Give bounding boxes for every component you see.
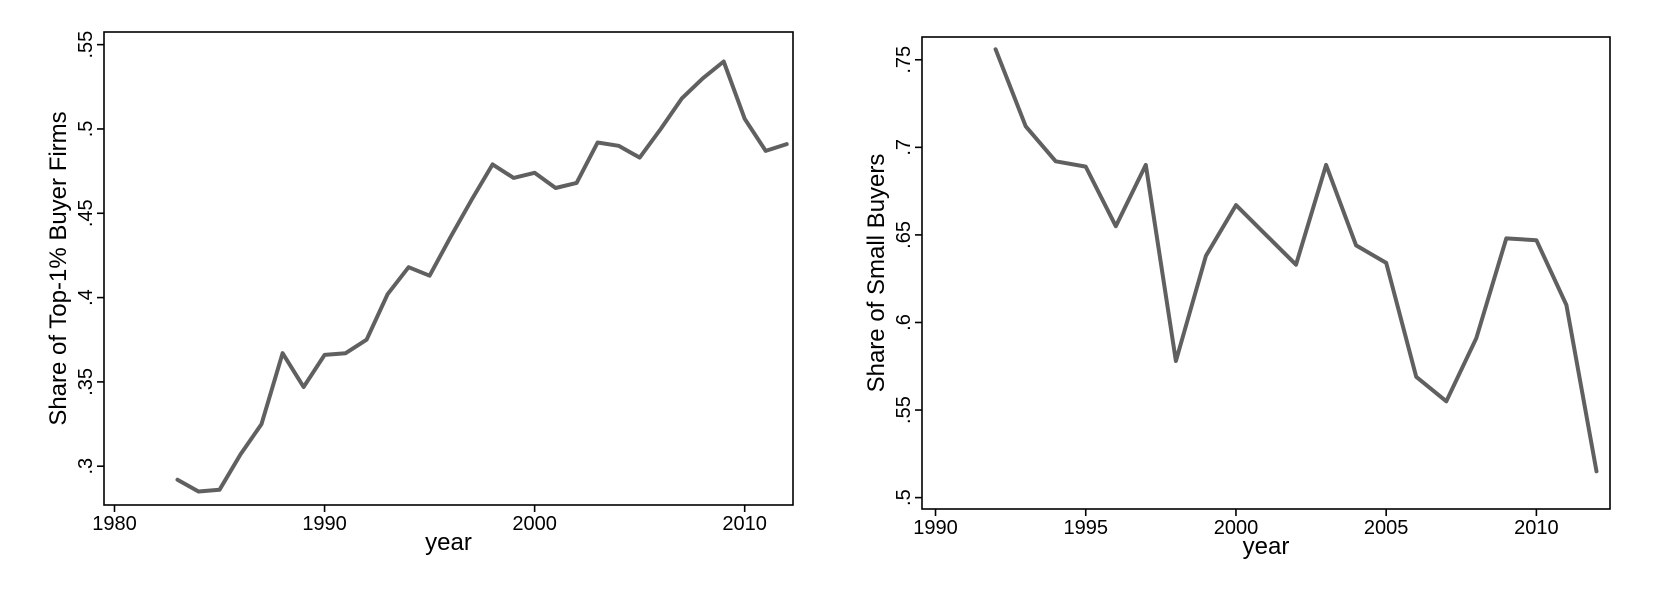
y-tick-label: .65 bbox=[893, 221, 915, 249]
plot-box bbox=[103, 31, 794, 506]
x-tick-label: 2010 bbox=[722, 513, 767, 535]
x-tick-label: 2010 bbox=[1514, 517, 1559, 539]
y-axis-title: Share of Top-1% Buyer Firms bbox=[45, 111, 72, 425]
y-tick-label: .4 bbox=[75, 289, 97, 306]
y-tick-label: .6 bbox=[893, 314, 915, 331]
y-tick-label: .7 bbox=[893, 139, 915, 156]
x-tick-label: 2005 bbox=[1364, 517, 1409, 539]
x-tick-label: 1995 bbox=[1063, 517, 1108, 539]
y-tick-label: .3 bbox=[75, 458, 97, 475]
y-tick-label: .55 bbox=[75, 31, 97, 59]
data-line bbox=[993, 47, 1599, 474]
x-tick-label: 2000 bbox=[512, 513, 557, 535]
x-tick-label: 1990 bbox=[913, 517, 958, 539]
y-tick-label: .5 bbox=[893, 489, 915, 506]
chart-small-buyers-share: .5 .55 .6 .65 .7 .75 1990 1995 2000 2005 2010 year S… bbox=[863, 36, 1611, 560]
data-line bbox=[175, 59, 789, 494]
y-tick-label: .75 bbox=[893, 46, 915, 74]
x-tick-label: 1990 bbox=[302, 513, 347, 535]
y-tick-label: .55 bbox=[893, 396, 915, 424]
y-tick-label: .35 bbox=[75, 368, 97, 396]
x-axis-title: year bbox=[425, 529, 472, 556]
y-tick-label: .45 bbox=[75, 199, 97, 227]
x-axis-title: year bbox=[1243, 533, 1290, 560]
chart-top1-buyer-firms-share: .3 .35 .4 .45 .5 .55 1980 1990 2000 2010 year Share… bbox=[45, 31, 794, 556]
y-tick-label: .5 bbox=[75, 121, 97, 138]
y-axis-title: Share of Small Buyers bbox=[863, 154, 890, 393]
x-tick-label: 1980 bbox=[92, 513, 137, 535]
x-tick-label: 2000 bbox=[1214, 517, 1259, 539]
plot-box bbox=[921, 36, 1611, 510]
